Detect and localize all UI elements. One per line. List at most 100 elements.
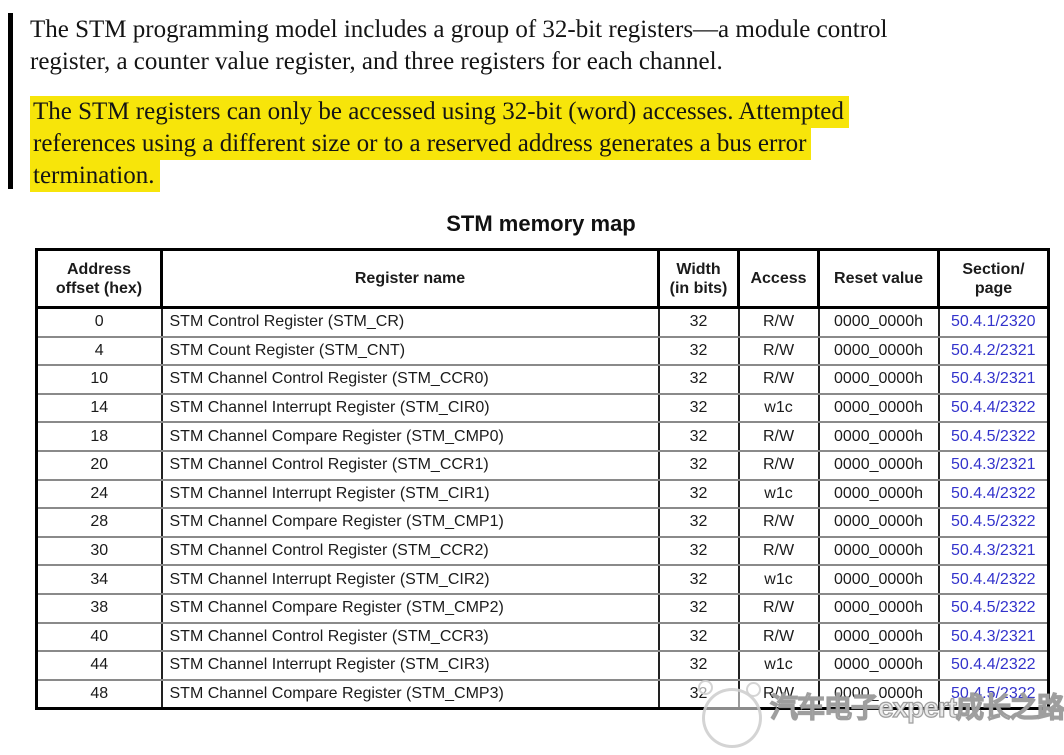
- highlight-line-2: references using a different size or to …: [30, 128, 812, 160]
- table-body: 0 STM Control Register (STM_CR) 32 R/W 0…: [35, 306, 1050, 710]
- cell-register-name: STM Channel Compare Register (STM_CMP2): [160, 592, 660, 624]
- cell-register-name: STM Channel Compare Register (STM_CMP3): [160, 678, 660, 710]
- header-text: Section/: [962, 260, 1025, 278]
- header-text: Access: [750, 270, 807, 287]
- cell-reset-value: 0000_0000h: [817, 621, 940, 653]
- header-address-offset: Address offset (hex): [35, 248, 163, 309]
- cell-register-name: STM Control Register (STM_CR): [160, 306, 660, 338]
- cell-address-offset: 34: [35, 564, 163, 595]
- table-row: 0 STM Control Register (STM_CR) 32 R/W 0…: [35, 306, 1050, 338]
- cell-address-offset: 10: [35, 364, 163, 395]
- header-text: Reset value: [834, 270, 923, 287]
- cell-register-name: STM Channel Interrupt Register (STM_CIR2…: [160, 564, 660, 595]
- cell-register-name: STM Channel Compare Register (STM_CMP0): [160, 421, 660, 452]
- memory-map-table: Address offset (hex) Register name Width…: [35, 248, 1050, 711]
- cell-width: 32: [657, 364, 740, 395]
- table-row: 14 STM Channel Interrupt Register (STM_C…: [35, 392, 1050, 424]
- table-row: 38 STM Channel Compare Register (STM_CMP…: [35, 592, 1050, 624]
- cell-address-offset: 40: [35, 621, 163, 653]
- cell-access: w1c: [737, 392, 820, 424]
- cell-section-page-link[interactable]: 50.4.5/2322: [937, 592, 1050, 624]
- header-access: Access: [737, 248, 820, 309]
- table-row: 30 STM Channel Control Register (STM_CCR…: [35, 535, 1050, 567]
- cell-register-name: STM Channel Compare Register (STM_CMP1): [160, 507, 660, 538]
- table-row: 40 STM Channel Control Register (STM_CCR…: [35, 621, 1050, 653]
- cell-address-offset: 44: [35, 650, 163, 681]
- cell-address-offset: 0: [35, 306, 163, 338]
- intro-line-2: register, a counter value register, and …: [30, 48, 723, 75]
- header-text: (in bits): [669, 279, 728, 297]
- cell-register-name: STM Channel Control Register (STM_CCR0): [160, 364, 660, 395]
- cell-section-page-link[interactable]: 50.4.5/2322: [937, 421, 1050, 452]
- cell-address-offset: 38: [35, 592, 163, 624]
- table-row: 44 STM Channel Interrupt Register (STM_C…: [35, 650, 1050, 681]
- cell-address-offset: 20: [35, 449, 163, 481]
- cell-access: w1c: [737, 564, 820, 595]
- cell-register-name: STM Channel Control Register (STM_CCR3): [160, 621, 660, 653]
- table-row: 24 STM Channel Interrupt Register (STM_C…: [35, 478, 1050, 510]
- cell-access: R/W: [737, 535, 820, 567]
- cell-reset-value: 0000_0000h: [817, 449, 940, 481]
- memory-map-table-container: Address offset (hex) Register name Width…: [35, 248, 1050, 711]
- cell-section-page-link[interactable]: 50.4.2/2321: [937, 335, 1050, 367]
- cell-section-page-link[interactable]: 50.4.3/2321: [937, 621, 1050, 653]
- cell-reset-value: 0000_0000h: [817, 592, 940, 624]
- cell-width: 32: [657, 592, 740, 624]
- cell-access: R/W: [737, 335, 820, 367]
- cell-section-page-link[interactable]: 50.4.1/2320: [937, 306, 1050, 338]
- cell-section-page-link[interactable]: 50.4.5/2322: [937, 678, 1050, 710]
- cell-section-page-link[interactable]: 50.4.4/2322: [937, 392, 1050, 424]
- table-row: 10 STM Channel Control Register (STM_CCR…: [35, 364, 1050, 395]
- cell-reset-value: 0000_0000h: [817, 364, 940, 395]
- table-row: 4 STM Count Register (STM_CNT) 32 R/W 00…: [35, 335, 1050, 367]
- cell-access: R/W: [737, 621, 820, 653]
- cell-access: R/W: [737, 678, 820, 710]
- cell-reset-value: 0000_0000h: [817, 421, 940, 452]
- table-row: 20 STM Channel Control Register (STM_CCR…: [35, 449, 1050, 481]
- table-header-row: Address offset (hex) Register name Width…: [35, 248, 1050, 309]
- cell-register-name: STM Channel Interrupt Register (STM_CIR3…: [160, 650, 660, 681]
- cell-reset-value: 0000_0000h: [817, 478, 940, 510]
- cell-reset-value: 0000_0000h: [817, 306, 940, 338]
- cell-width: 32: [657, 564, 740, 595]
- cell-width: 32: [657, 421, 740, 452]
- cell-address-offset: 4: [35, 335, 163, 367]
- cell-width: 32: [657, 535, 740, 567]
- table-row: 18 STM Channel Compare Register (STM_CMP…: [35, 421, 1050, 452]
- cell-address-offset: 48: [35, 678, 163, 710]
- cell-reset-value: 0000_0000h: [817, 535, 940, 567]
- cell-reset-value: 0000_0000h: [817, 507, 940, 538]
- header-text: page: [974, 279, 1013, 297]
- cell-register-name: STM Channel Interrupt Register (STM_CIR1…: [160, 478, 660, 510]
- highlight-line-1: The STM registers can only be accessed u…: [30, 96, 849, 128]
- header-text: offset (hex): [55, 279, 143, 297]
- cell-width: 32: [657, 449, 740, 481]
- cell-reset-value: 0000_0000h: [817, 678, 940, 710]
- cell-access: R/W: [737, 364, 820, 395]
- cell-section-page-link[interactable]: 50.4.5/2322: [937, 507, 1050, 538]
- cell-width: 32: [657, 335, 740, 367]
- header-reset-value: Reset value: [817, 248, 940, 309]
- cell-section-page-link[interactable]: 50.4.3/2321: [937, 449, 1050, 481]
- header-text: Width: [676, 260, 721, 278]
- intro-paragraph: The STM programming model includes a gro…: [30, 14, 1030, 78]
- intro-line-1: The STM programming model includes a gro…: [30, 16, 888, 43]
- cell-access: R/W: [737, 507, 820, 538]
- cell-access: R/W: [737, 449, 820, 481]
- header-section-page: Section/ page: [937, 248, 1050, 309]
- cell-width: 32: [657, 392, 740, 424]
- cell-register-name: STM Count Register (STM_CNT): [160, 335, 660, 367]
- cell-section-page-link[interactable]: 50.4.3/2321: [937, 535, 1050, 567]
- revision-change-bar: [8, 13, 13, 189]
- cell-section-page-link[interactable]: 50.4.3/2321: [937, 364, 1050, 395]
- cell-reset-value: 0000_0000h: [817, 335, 940, 367]
- cell-section-page-link[interactable]: 50.4.4/2322: [937, 564, 1050, 595]
- cell-section-page-link[interactable]: 50.4.4/2322: [937, 478, 1050, 510]
- cell-width: 32: [657, 306, 740, 338]
- cell-address-offset: 28: [35, 507, 163, 538]
- cell-reset-value: 0000_0000h: [817, 392, 940, 424]
- cell-access: R/W: [737, 306, 820, 338]
- cell-section-page-link[interactable]: 50.4.4/2322: [937, 650, 1050, 681]
- cell-address-offset: 18: [35, 421, 163, 452]
